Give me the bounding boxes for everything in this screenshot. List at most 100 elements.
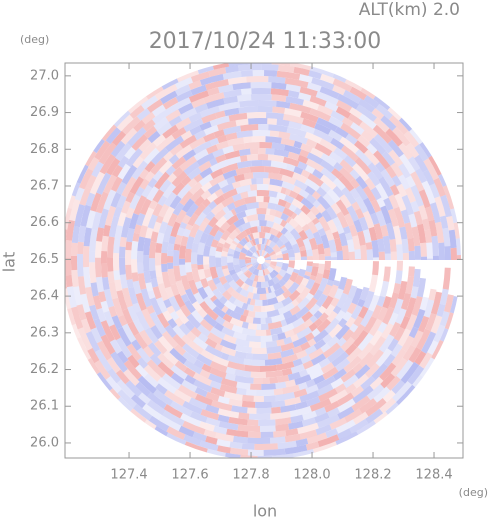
echo-cell [297,422,319,434]
echo-cell [317,383,334,396]
echo-cell [132,232,140,242]
echo-cell [210,164,219,173]
echo-cell [227,354,245,365]
echo-cell [243,136,252,144]
echo-cell [184,441,208,453]
echo-cell [168,295,181,312]
echo-cell [235,286,243,294]
echo-cell [284,302,295,312]
echo-cell [444,294,454,313]
x-tick-label: 127.4 [110,468,147,483]
echo-cell [387,107,402,121]
echo-cell [263,196,270,203]
echo-cell [147,214,158,229]
echo-cell [419,357,435,378]
echo-cell [254,238,260,245]
echo-cell [446,216,455,231]
echo-cell [380,373,396,389]
echo-cell [162,124,179,139]
echo-cell [226,176,236,185]
echo-cell [256,189,270,197]
echo-cell [351,201,361,211]
echo-cell [317,104,333,116]
echo-cell [172,202,185,216]
echo-cell [188,112,203,123]
echo-cell [257,455,273,458]
echo-cell [289,102,312,114]
echo-cell [436,303,446,317]
altitude-label: ALT(km) 2.0 [359,0,460,20]
echo-cell [238,412,250,420]
y-tick-label: 26.4 [30,289,59,304]
echo-cell [364,177,376,191]
echo-cell [236,242,244,250]
echo-cell [373,386,391,403]
echo-cell [239,178,252,187]
echo-cell [199,301,210,312]
echo-cell [315,212,323,220]
echo-cell [343,89,362,104]
echo-cell [369,336,386,356]
echo-cell [223,210,234,221]
echo-cell [187,167,202,180]
echo-cell [121,200,131,214]
echo-cell [209,246,217,256]
echo-cell [252,232,260,240]
echo-cell [96,172,112,195]
echo-cell [270,160,288,170]
echo-cell [258,419,276,427]
echo-cell [260,264,262,271]
echo-cell [296,283,306,294]
echo-cell [317,263,325,275]
echo-cell [126,279,134,289]
echo-cell [289,305,301,316]
echo-cell [91,161,104,178]
echo-cell [239,288,250,298]
echo-cell [341,116,354,128]
echo-cell [410,286,419,299]
echo-cell [207,279,218,292]
echo-cell [143,345,155,358]
echo-cell [276,253,283,259]
echo-cell [187,340,204,355]
echo-cell [388,149,404,167]
echo-cell [306,432,328,444]
echo-cell [404,222,414,239]
echo-cell [136,108,151,121]
echo-cell [182,228,191,238]
echo-cell [233,298,244,309]
echo-cell [288,256,296,260]
echo-cell [215,110,226,119]
echo-cell [141,184,153,198]
echo-cell [367,162,384,180]
echo-cell [278,279,286,287]
echo-cell [166,305,175,314]
echo-cell [377,321,388,334]
echo-cell [76,304,87,321]
echo-cell [397,280,408,300]
echo-cell [102,277,110,291]
y-tick-label: 26.5 [30,252,59,267]
echo-cell [221,162,239,174]
echo-cell [174,317,184,327]
echo-cell [266,309,280,318]
echo-cell [246,389,257,396]
echo-cell [316,203,326,214]
echo-cell [233,173,245,182]
echo-cell [170,364,188,380]
echo-cell [297,154,309,164]
echo-cell [293,66,310,76]
echo-cell [394,193,407,212]
echo-cell [270,253,277,260]
echo-cell [103,288,114,308]
echo-cell [144,171,155,182]
echo-cell [277,374,290,383]
echo-cell [193,379,213,393]
echo-cell [94,349,113,372]
echo-cell [360,130,374,143]
echo-cell [252,293,260,300]
echo-cell [187,178,198,188]
echo-cell [257,275,266,282]
echo-cell [160,90,178,105]
echo-cell [284,396,302,406]
